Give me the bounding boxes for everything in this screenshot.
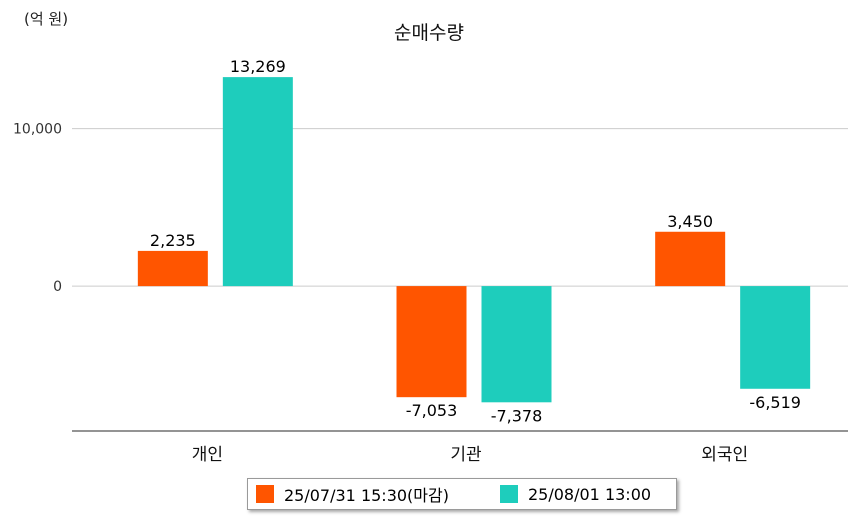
- x-tick-label: 기관: [450, 445, 481, 465]
- legend: 25/07/31 15:30(마감) 25/08/01 13:00: [247, 478, 677, 510]
- bar-개인-series-1[interactable]: [137, 250, 208, 287]
- bar-기관-series-1[interactable]: [396, 286, 467, 398]
- legend-item-series-2[interactable]: 25/08/01 13:00: [500, 484, 651, 504]
- bar-개인-series-2[interactable]: [222, 77, 293, 287]
- legend-item-series-1[interactable]: 25/07/31 15:30(마감): [256, 484, 449, 505]
- data-label: 3,450: [667, 212, 713, 231]
- x-tick-label: 개인: [192, 445, 223, 465]
- legend-label-series-1: 25/07/31 15:30(마감): [284, 486, 449, 505]
- bar-외국인-series-1[interactable]: [655, 231, 726, 287]
- y-tick-label: 10,000: [13, 122, 62, 138]
- data-label: -7,053: [406, 401, 458, 420]
- chart-title: 순매수량: [394, 22, 464, 44]
- data-label: -7,378: [491, 406, 543, 425]
- bar-기관-series-2[interactable]: [481, 286, 552, 403]
- data-label: 2,235: [150, 231, 196, 250]
- data-label: 13,269: [230, 57, 286, 76]
- data-label: -6,519: [749, 393, 801, 412]
- x-tick-label: 외국인: [701, 445, 748, 465]
- bar-외국인-series-2[interactable]: [740, 286, 811, 389]
- legend-label-series-2: 25/08/01 13:00: [528, 484, 652, 504]
- unit-label: (억 원): [24, 10, 69, 28]
- legend-swatch-series-1: [256, 485, 274, 503]
- y-tick-label: 0: [53, 279, 62, 295]
- legend-swatch-series-2: [500, 485, 518, 503]
